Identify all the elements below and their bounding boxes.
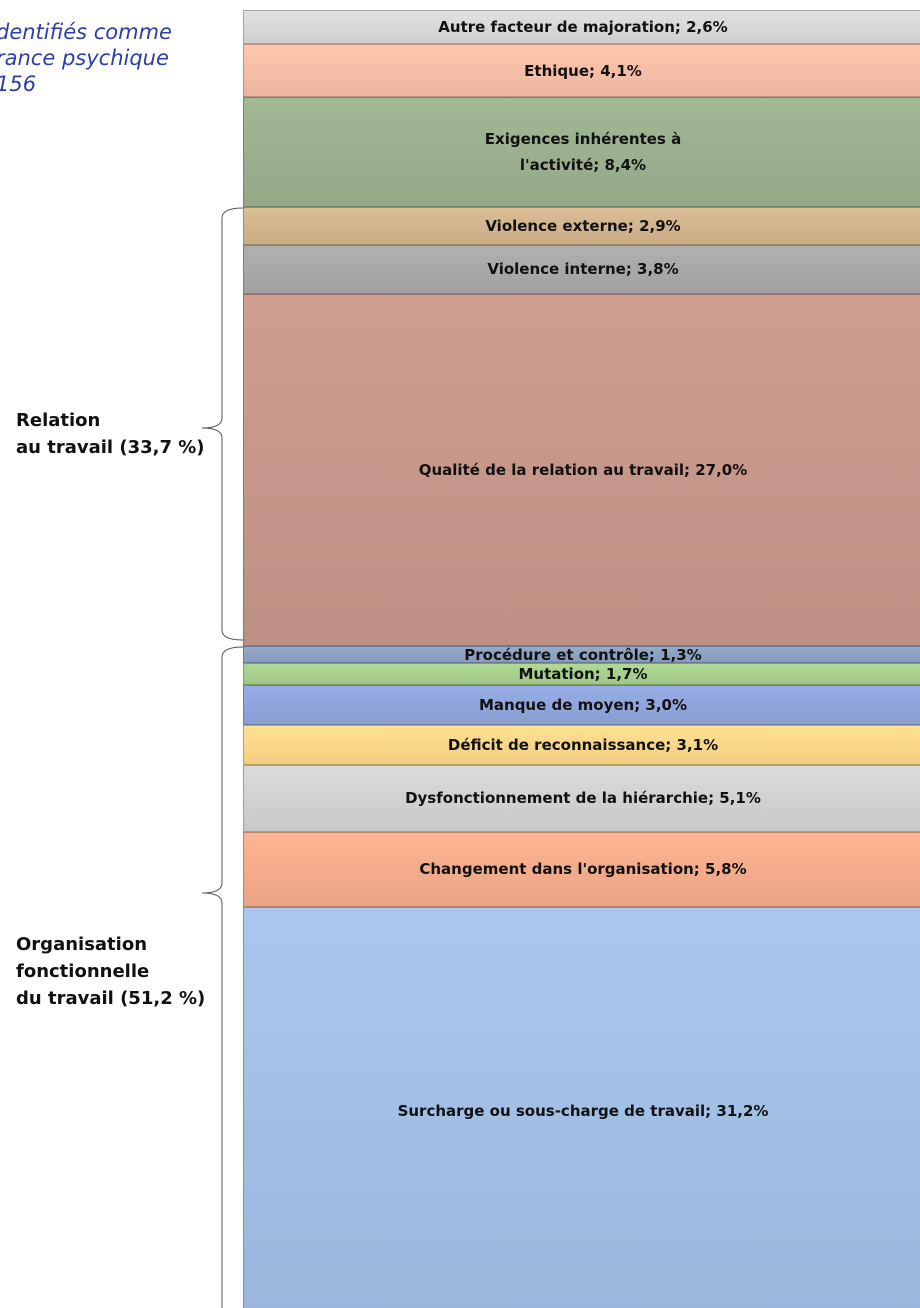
brace [201,207,244,641]
bar-segment: Procédure et contrôle; 1,3% [243,646,920,664]
bar-segment: Autre facteur de majoration; 2,6% [243,10,920,44]
data-label: Exigences inhérentes à l'activité; 8,4% [484,130,682,175]
data-label: Surcharge ou sous-charge de travail; 31,… [397,1101,769,1120]
bar-segment: Manque de moyen; 3,0% [243,685,920,725]
bar-segment: Exigences inhérentes à l'activité; 8,4% [243,97,920,207]
brace [201,646,244,1308]
data-label: Violence interne; 3,8% [487,260,679,279]
bar-segment: Déficit de reconnaissance; 3,1% [243,724,920,765]
bar-segment: Changement dans l'organisation; 5,8% [243,831,920,908]
data-label: Ethique; 4,1% [524,61,642,80]
bar-segment: Violence interne; 3,8% [243,244,920,295]
title-line: rance psychique [0,46,169,70]
bar-segment: Surcharge ou sous-charge de travail; 31,… [243,907,920,1308]
data-label: Autre facteur de majoration; 2,6% [438,17,728,36]
title-line: 156 [0,72,37,96]
data-label: Qualité de la relation au travail; 27,0% [418,461,748,480]
data-label: Mutation; 1,7% [518,665,648,684]
bar-segment: Ethique; 4,1% [243,43,920,98]
title-line: dentifiés comme [0,20,172,44]
data-label: Changement dans l'organisation; 5,8% [419,860,747,879]
data-label: Manque de moyen; 3,0% [478,696,688,715]
bar-segment: Dysfonctionnement de la hiérarchie; 5,1% [243,765,920,832]
data-label: Procédure et contrôle; 1,3% [464,645,702,664]
annotation: Organisation fonctionnelle du travail (5… [16,934,206,1009]
bar-segment: Qualité de la relation au travail; 27,0% [243,294,920,647]
bar-segment: Violence externe; 2,9% [243,206,920,245]
annotation: Relation au travail (33,7 %) [16,410,205,458]
data-label: Violence externe; 2,9% [485,216,681,235]
bar-segment: Mutation; 1,7% [243,663,920,686]
data-label: Dysfonctionnement de la hiérarchie; 5,1% [405,789,761,808]
data-label: Déficit de reconnaissance; 3,1% [447,735,719,754]
